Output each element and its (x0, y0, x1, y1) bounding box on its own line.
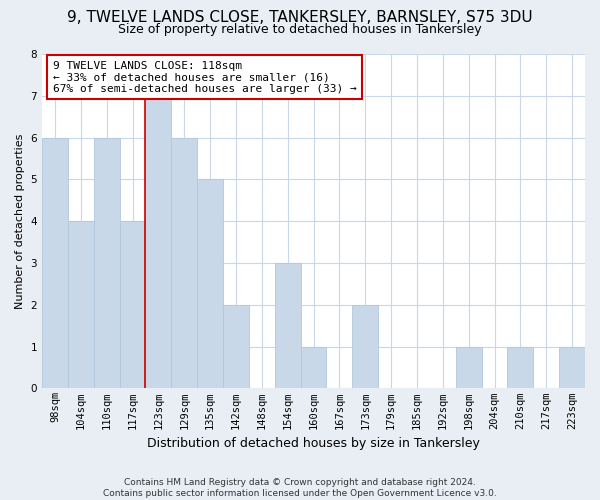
Bar (456, 346, 482, 389)
Bar (223, 305, 249, 388)
Bar (94, 138, 119, 388)
Bar (145, 96, 172, 388)
Bar (172, 138, 197, 388)
Text: Size of property relative to detached houses in Tankersley: Size of property relative to detached ho… (118, 22, 482, 36)
Bar (275, 263, 301, 388)
Bar (68, 221, 94, 388)
Bar (42, 138, 68, 388)
Bar (508, 346, 533, 389)
Bar (197, 180, 223, 388)
Bar (301, 346, 326, 389)
Text: Contains HM Land Registry data © Crown copyright and database right 2024.
Contai: Contains HM Land Registry data © Crown c… (103, 478, 497, 498)
Bar (352, 305, 378, 388)
Bar (559, 346, 585, 389)
X-axis label: Distribution of detached houses by size in Tankersley: Distribution of detached houses by size … (147, 437, 480, 450)
Text: 9 TWELVE LANDS CLOSE: 118sqm
← 33% of detached houses are smaller (16)
67% of se: 9 TWELVE LANDS CLOSE: 118sqm ← 33% of de… (53, 60, 356, 94)
Y-axis label: Number of detached properties: Number of detached properties (15, 134, 25, 309)
Bar (119, 221, 145, 388)
Text: 9, TWELVE LANDS CLOSE, TANKERSLEY, BARNSLEY, S75 3DU: 9, TWELVE LANDS CLOSE, TANKERSLEY, BARNS… (67, 10, 533, 25)
